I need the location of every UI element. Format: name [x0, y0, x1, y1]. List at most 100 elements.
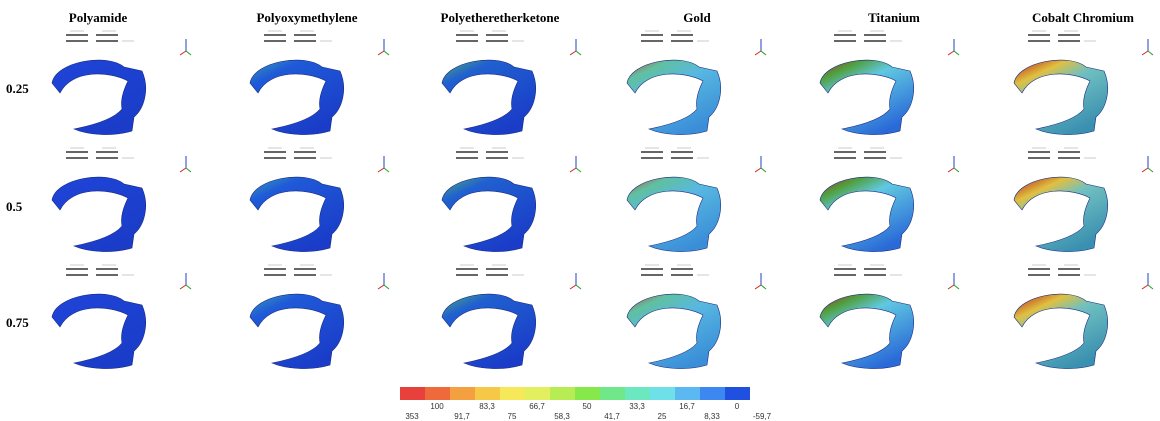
axis-x [377, 284, 385, 290]
scale-bar [641, 151, 693, 159]
column-title: Titanium [868, 10, 920, 25]
scale-bar-text [838, 147, 902, 159]
scale-bar [641, 34, 693, 42]
column-title: Polyetheretherketone [441, 10, 560, 25]
scale-bar [456, 151, 508, 159]
colorbar-label: 0 [735, 402, 740, 411]
colorbar-label: 16,7 [679, 402, 695, 411]
implant-render [1013, 293, 1108, 369]
render-cell [51, 147, 192, 252]
scale-bar-text [70, 30, 134, 42]
colorbar-segment [525, 387, 550, 400]
colorbar-label: 75 [508, 412, 517, 421]
scale-bar-text [70, 147, 134, 159]
scale-bar [1028, 151, 1080, 159]
render-cell [626, 147, 767, 252]
axis-x [1141, 167, 1149, 173]
scale-bar [264, 151, 316, 159]
implant-render [1013, 176, 1108, 252]
scale-bar [834, 151, 886, 159]
colorbar-segment [700, 387, 725, 400]
implant-render [626, 59, 721, 135]
axis-y [383, 284, 390, 290]
axis-x [1141, 50, 1149, 56]
colorbar-segment [725, 387, 750, 400]
implant-render [441, 176, 536, 252]
render-cell [51, 264, 192, 369]
row-label: 0.5 [6, 199, 23, 214]
scale-bar-text [460, 30, 524, 42]
axis-x [947, 50, 955, 56]
colorbar-segment [475, 387, 500, 400]
axis-x [947, 167, 955, 173]
scale-bar [66, 34, 118, 42]
axis-y [575, 284, 582, 290]
scale-bar [1028, 34, 1080, 42]
row-label: 0.25 [6, 81, 29, 96]
scale-bar [834, 268, 886, 276]
colorbar-label: 100 [430, 402, 444, 411]
colorbar-label: 83,3 [479, 402, 495, 411]
colorbar-label: 50 [583, 402, 592, 411]
axis-y [760, 284, 767, 290]
render-cell [626, 30, 767, 135]
scale-bar [834, 34, 886, 42]
axis-y [760, 50, 767, 56]
axis-y [953, 50, 960, 56]
scale-bar [456, 34, 508, 42]
colorbar-segment [625, 387, 650, 400]
scale-bar [66, 268, 118, 276]
scale-bar-text [70, 264, 134, 276]
colorbar-segment [675, 387, 700, 400]
scale-bar [641, 268, 693, 276]
implant-render [819, 293, 914, 369]
scale-bar [264, 34, 316, 42]
render-cell [249, 147, 390, 252]
scale-bar-text [268, 147, 332, 159]
render-cell [626, 264, 767, 369]
axis-y [1147, 167, 1154, 173]
render-cell [819, 30, 960, 135]
render-cell [1013, 264, 1154, 369]
axis-x [947, 284, 955, 290]
implant-render [1013, 59, 1108, 135]
column-title: Polyamide [69, 10, 128, 25]
colorbar-segment [550, 387, 575, 400]
axis-y [185, 50, 192, 56]
colorbar-label: 58,3 [554, 412, 570, 421]
scale-bar-text [1032, 147, 1096, 159]
axis-y [953, 284, 960, 290]
colorbar-label: 353 [405, 412, 419, 421]
render-cell [441, 147, 582, 252]
colorbar-label: -59,7 [753, 412, 772, 421]
axis-y [575, 50, 582, 56]
axis-x [754, 284, 762, 290]
implant-render [51, 59, 146, 135]
render-cell [249, 30, 390, 135]
colorbar-label: 91,7 [454, 412, 470, 421]
implant-render [249, 59, 344, 135]
colorbar-segment [600, 387, 625, 400]
scale-bar [1028, 268, 1080, 276]
scale-bar [66, 151, 118, 159]
scale-bar-text [460, 264, 524, 276]
axis-x [569, 50, 577, 56]
scale-bar-text [645, 264, 709, 276]
colorbar-segment [400, 387, 425, 400]
implant-render [249, 293, 344, 369]
implant-render [626, 176, 721, 252]
axis-x [179, 167, 187, 173]
axis-x [179, 284, 187, 290]
scale-bar-text [268, 264, 332, 276]
colorbar-label: 33,3 [629, 402, 645, 411]
implant-render [441, 293, 536, 369]
axis-x [1141, 284, 1149, 290]
scale-bar-text [838, 30, 902, 42]
scale-bar-text [645, 147, 709, 159]
axis-x [569, 167, 577, 173]
render-cell [1013, 147, 1154, 252]
colorbar-label: 25 [658, 412, 667, 421]
axis-y [575, 167, 582, 173]
scale-bar-text [645, 30, 709, 42]
scale-bar-text [1032, 30, 1096, 42]
